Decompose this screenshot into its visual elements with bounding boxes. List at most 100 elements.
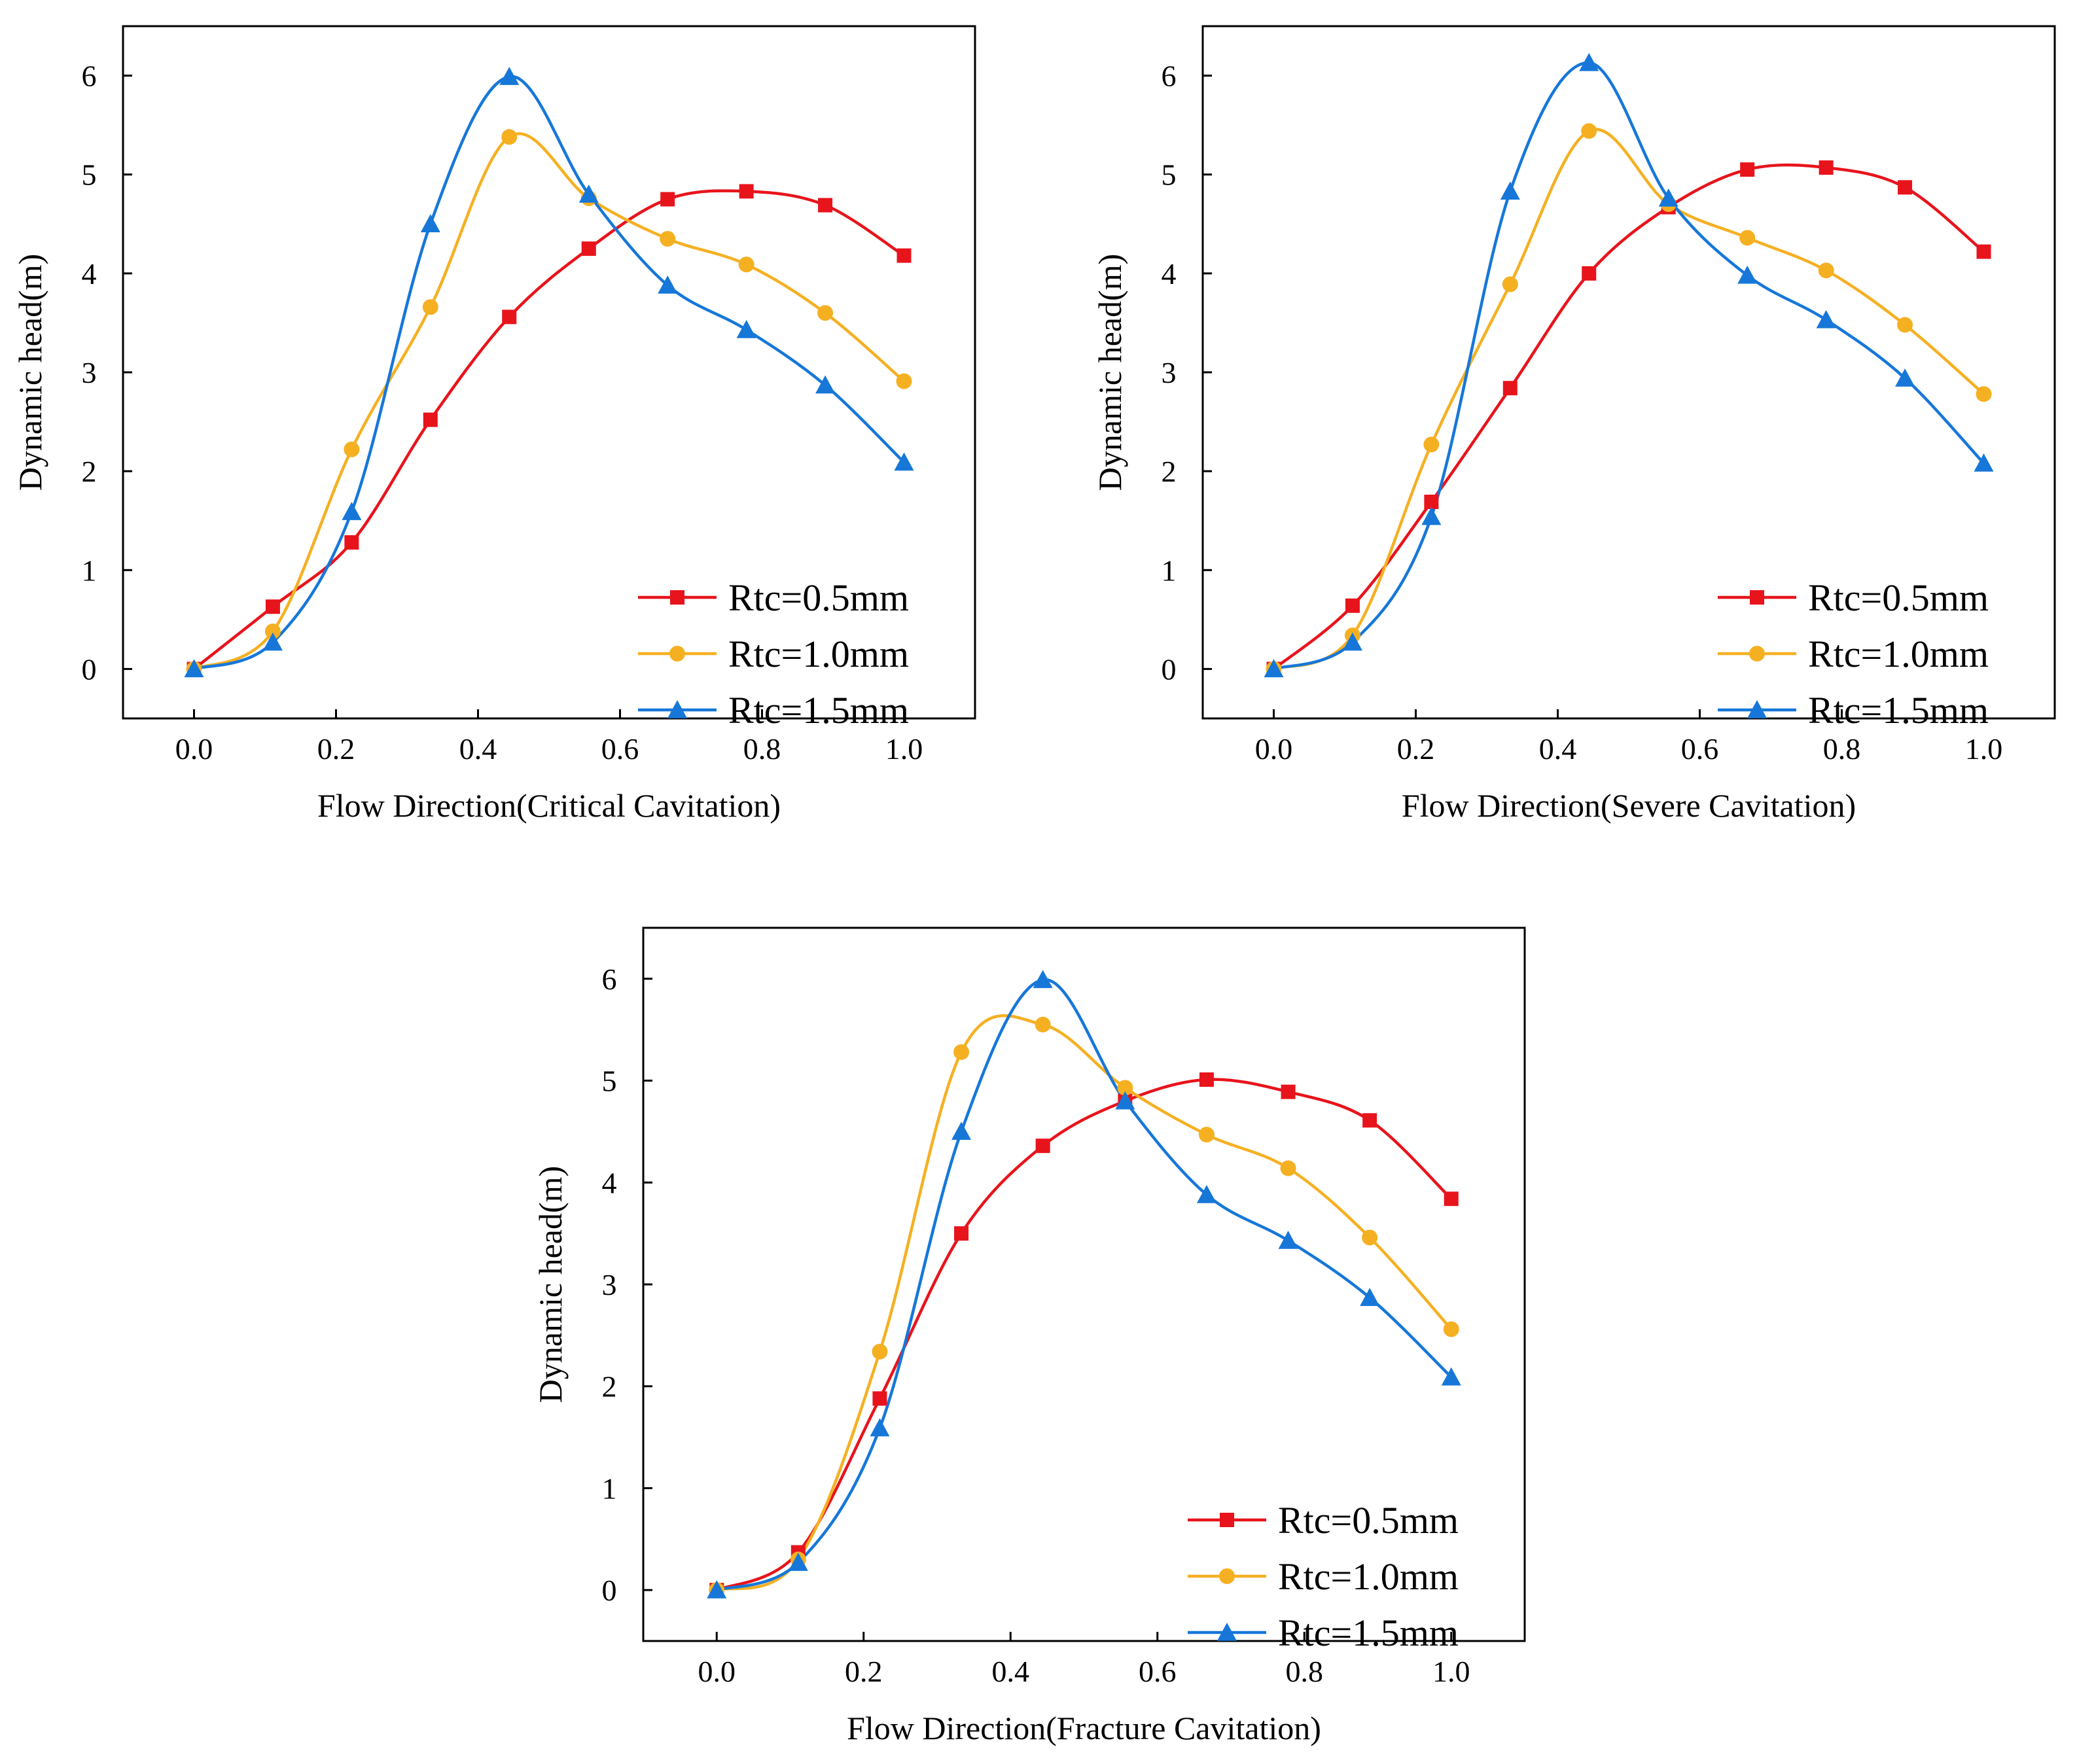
data-point-rtc-0-5mm: [739, 184, 754, 199]
y-tick-label: 6: [602, 962, 617, 996]
legend-marker: [1220, 1513, 1234, 1527]
y-tick-label: 2: [1162, 455, 1177, 488]
data-point-rtc-0-5mm: [1362, 1113, 1377, 1128]
x-tick-label: 0.6: [601, 732, 639, 766]
data-point-rtc-1-0mm: [264, 623, 281, 639]
x-tick-label: 0.6: [1681, 732, 1719, 766]
data-point-rtc-0-5mm: [954, 1226, 969, 1241]
series-line-rtc-0-5mm: [1272, 163, 1985, 671]
data-point-rtc-1-0mm: [1502, 276, 1518, 292]
x-tick-label: 0.0: [698, 1655, 736, 1688]
data-point-rtc-1-5mm: [870, 1418, 890, 1437]
y-tick-label: 1: [1162, 554, 1177, 587]
data-point-rtc-0-5mm: [896, 248, 912, 263]
x-axis-title: Flow Direction(Severe Cavitation): [1402, 787, 1856, 824]
data-point-rtc-1-5mm: [1579, 52, 1599, 71]
data-point-rtc-0-5mm: [1444, 1191, 1459, 1207]
legend-label: Rtc=0.5mm: [1808, 576, 1989, 619]
legend-marker: [1219, 1568, 1235, 1584]
data-point-rtc-1-5mm: [1658, 188, 1678, 207]
y-tick-label: 3: [1162, 356, 1177, 389]
y-tick-label: 0: [1162, 652, 1177, 686]
legend-label: Rtc=1.0mm: [1278, 1555, 1459, 1598]
data-point-rtc-1-0mm: [872, 1343, 888, 1360]
y-tick-label: 1: [82, 554, 97, 587]
data-point-rtc-1-5mm: [1342, 632, 1362, 651]
y-tick-label: 1: [602, 1472, 617, 1505]
data-point-rtc-1-5mm: [894, 452, 914, 471]
legend-label: Rtc=1.5mm: [1278, 1612, 1459, 1654]
data-point-rtc-0-5mm: [1582, 266, 1597, 281]
x-tick-label: 0.0: [175, 732, 213, 766]
x-tick-label: 1.0: [1965, 732, 2003, 766]
legend-label: Rtc=1.5mm: [1808, 689, 1989, 732]
y-tick-label: 3: [602, 1268, 617, 1301]
x-tick-label: 0.4: [992, 1655, 1030, 1688]
data-point-rtc-0-5mm: [1424, 494, 1439, 509]
y-tick-label: 2: [602, 1370, 617, 1403]
data-point-rtc-1-5mm: [342, 502, 362, 520]
data-point-rtc-1-0mm: [1198, 1127, 1215, 1143]
data-point-rtc-1-5mm: [1816, 309, 1836, 328]
data-point-rtc-0-5mm: [818, 198, 833, 213]
legend-marker: [1749, 646, 1765, 662]
data-point-rtc-1-5mm: [1441, 1367, 1461, 1386]
data-point-rtc-1-5mm: [420, 214, 440, 233]
x-tick-label: 0.2: [845, 1655, 883, 1688]
data-point-rtc-1-0mm: [422, 299, 438, 315]
data-point-rtc-1-0mm: [344, 441, 360, 457]
data-point-rtc-1-0mm: [1423, 436, 1440, 453]
y-tick-label: 3: [82, 356, 97, 389]
data-point-rtc-1-0mm: [1117, 1080, 1133, 1096]
data-point-rtc-0-5mm: [872, 1391, 887, 1406]
data-point-rtc-1-0mm: [660, 230, 676, 247]
y-tick-label: 2: [82, 455, 97, 488]
data-point-rtc-0-5mm: [1345, 598, 1360, 613]
data-point-rtc-0-5mm: [1035, 1138, 1050, 1154]
y-tick-label: 6: [1162, 60, 1177, 93]
legend-marker: [1217, 1623, 1237, 1641]
data-point-rtc-0-5mm: [344, 535, 359, 550]
legend-marker: [670, 590, 684, 605]
y-axis-title: Dynamic head(m): [1092, 254, 1128, 491]
data-point-rtc-1-5mm: [658, 275, 678, 294]
y-tick-label: 5: [82, 158, 97, 192]
data-point-rtc-1-0mm: [953, 1044, 970, 1060]
data-point-rtc-1-5mm: [1115, 1091, 1135, 1110]
data-point-rtc-1-5mm: [1033, 970, 1053, 989]
data-point-rtc-1-5mm: [1196, 1184, 1216, 1203]
data-point-rtc-1-0mm: [1976, 386, 1992, 402]
data-point-rtc-0-5mm: [1740, 162, 1755, 177]
data-point-rtc-1-0mm: [1280, 1160, 1296, 1176]
y-axis-title: Dynamic head(m): [12, 254, 48, 491]
data-point-rtc-1-0mm: [896, 373, 912, 389]
data-point-rtc-0-5mm: [581, 241, 596, 256]
data-point-rtc-1-5mm: [1421, 506, 1442, 525]
data-point-rtc-1-5mm: [788, 1553, 808, 1571]
data-point-rtc-1-0mm: [1443, 1321, 1459, 1337]
data-point-rtc-1-5mm: [1737, 265, 1758, 284]
data-point-rtc-1-0mm: [1818, 262, 1834, 279]
series-line-rtc-1-5mm: [1272, 61, 1985, 671]
y-tick-label: 5: [602, 1065, 617, 1098]
legend-marker: [1747, 700, 1767, 718]
x-axis-title: Flow Direction(Fracture Cavitation): [847, 1710, 1321, 1746]
data-point-rtc-0-5mm: [265, 599, 280, 614]
series-line-rtc-1-5mm: [715, 978, 1453, 1592]
data-point-rtc-0-5mm: [1502, 381, 1518, 396]
x-tick-label: 0.2: [317, 732, 355, 766]
x-tick-label: 1.0: [885, 732, 923, 766]
data-point-rtc-1-5mm: [262, 632, 283, 651]
data-point-rtc-1-0mm: [817, 305, 834, 321]
x-tick-label: 0.8: [743, 732, 781, 766]
x-tick-label: 0.4: [1539, 732, 1577, 766]
x-tick-label: 0.2: [1397, 732, 1435, 766]
data-point-rtc-1-5mm: [1895, 368, 1915, 387]
data-point-rtc-1-0mm: [738, 256, 754, 273]
chart-severe-cavitation: 0.0 0.2 0.4 0.6 0.8 1.0 0 1 2 3 4 5 6 Flow Direction(…: [1092, 25, 2056, 824]
legend-label: Rtc=0.5mm: [728, 576, 909, 619]
data-point-rtc-1-0mm: [1362, 1229, 1378, 1246]
data-point-rtc-1-5mm: [184, 659, 204, 678]
data-point-rtc-0-5mm: [1281, 1084, 1296, 1099]
chart-fracture-cavitation: 0.0 0.2 0.4 0.6 0.8 1.0 0 1 2 3 4 5 6 Flow Direction(…: [532, 926, 1526, 1746]
